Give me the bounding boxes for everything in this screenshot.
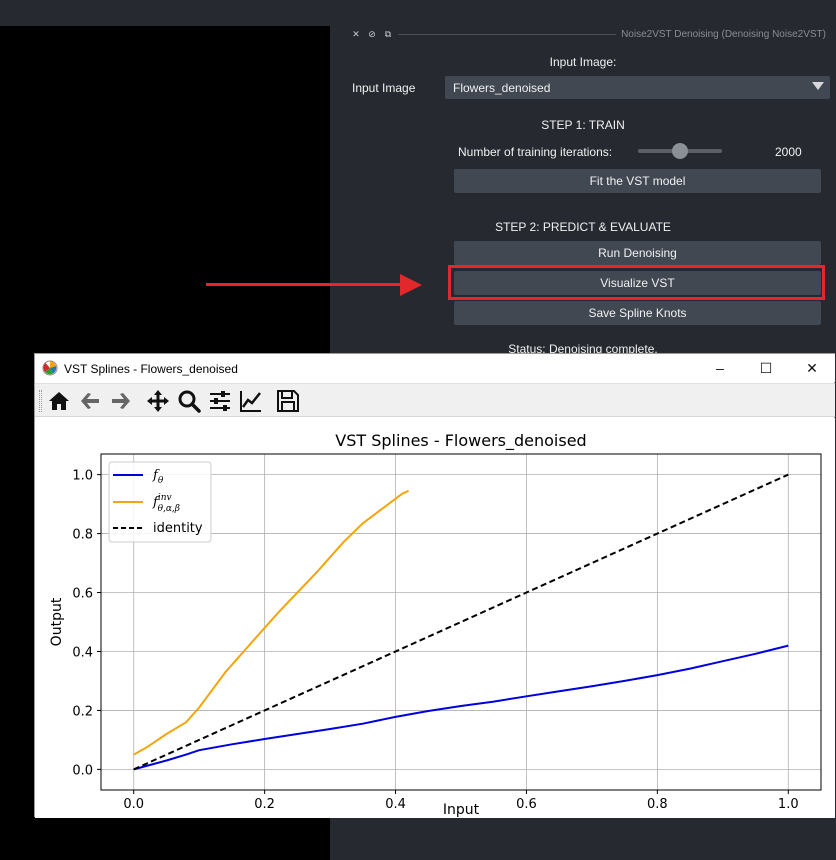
window-titlebar: VST Splines - Flowers_denoised – ☐ ✕ — [35, 354, 835, 382]
iterations-slider[interactable] — [638, 142, 722, 160]
figure-canvas[interactable]: 0.0 0.2 0.4 0.6 0.8 1.0 0.0 0.2 0.4 0.6 0.8 1.0 VST… — [35, 418, 835, 818]
pan-icon[interactable] — [145, 388, 171, 414]
y-tick-label: 0.0 — [72, 763, 93, 778]
legend-box — [108, 461, 212, 543]
series-f-inv — [133, 489, 410, 756]
x-tick-label: 0.6 — [516, 797, 537, 812]
home-icon[interactable] — [46, 388, 72, 414]
x-tick-label: 0.4 — [385, 797, 406, 812]
fit-vst-button[interactable]: Fit the VST model — [454, 169, 821, 193]
y-tick-label: 1.0 — [72, 469, 93, 484]
y-tick-label: 0.8 — [72, 528, 93, 543]
dock-title-divider — [398, 34, 616, 35]
maximize-icon[interactable]: ☐ — [759, 360, 773, 376]
series-identity — [133, 473, 789, 771]
series-lines — [133, 473, 789, 771]
input-image-heading: Input Image: — [549, 55, 617, 69]
back-icon[interactable] — [77, 388, 103, 414]
toolbar-grip — [39, 390, 42, 412]
forward-icon[interactable] — [108, 388, 134, 414]
x-tick-label: 0.8 — [647, 797, 668, 812]
dock-hide-icon[interactable]: ⊘ — [368, 29, 376, 39]
y-axis-label: Output — [49, 597, 65, 646]
grid — [101, 454, 821, 790]
ticks: 0.0 0.2 0.4 0.6 0.8 1.0 0.0 0.2 0.4 0.6 0.8 1.0 — [72, 469, 798, 812]
annotation-arrow-line — [206, 283, 402, 286]
dropdown-arrow-icon — [812, 82, 824, 90]
legend: fθ finv θ,α,β identity — [108, 461, 212, 543]
x-tick-label: 0.0 — [123, 797, 144, 812]
dock-close-icon[interactable]: ✕ — [352, 29, 360, 39]
matplotlib-toolbar — [35, 383, 835, 417]
y-tick-label: 0.6 — [72, 587, 93, 602]
matplotlib-logo-icon — [42, 360, 58, 376]
napari-top-strip — [0, 0, 836, 26]
chart-title: VST Splines - Flowers_denoised — [335, 431, 586, 451]
close-icon[interactable]: ✕ — [806, 360, 818, 376]
input-image-select[interactable]: Flowers_denoised — [445, 76, 830, 99]
save-icon[interactable] — [275, 388, 301, 414]
edit-axis-icon[interactable] — [238, 388, 264, 414]
dock-title: Noise2VST Denoising (Denoising Noise2VST… — [621, 29, 826, 40]
plot-window: VST Splines - Flowers_denoised – ☐ ✕ — [34, 353, 835, 818]
zoom-icon[interactable] — [176, 388, 202, 414]
x-tick-label: 1.0 — [778, 797, 799, 812]
legend-label-f-theta: fθ — [152, 468, 164, 486]
y-tick-label: 0.2 — [72, 704, 93, 719]
subplots-icon[interactable] — [207, 388, 233, 414]
highlight-box — [448, 265, 825, 300]
status-text: Status: Denoising complete. — [508, 342, 658, 356]
input-image-label: Input Image — [352, 81, 416, 95]
axes-frame — [100, 453, 822, 791]
legend-label-identity: identity — [153, 521, 203, 536]
step2-heading: STEP 2: PREDICT & EVALUATE — [495, 220, 671, 234]
minimize-icon[interactable]: – — [716, 360, 724, 376]
window-title: VST Splines - Flowers_denoised — [64, 362, 238, 376]
slider-handle[interactable] — [671, 143, 688, 159]
y-tick-label: 0.4 — [72, 645, 93, 660]
dock-float-icon[interactable]: ⧉ — [384, 29, 392, 39]
step1-heading: STEP 1: TRAIN — [541, 118, 625, 132]
save-spline-knots-button[interactable]: Save Spline Knots — [454, 301, 821, 325]
vst-chart: 0.0 0.2 0.4 0.6 0.8 1.0 0.0 0.2 0.4 0.6 0.8 1.0 VST… — [35, 418, 835, 818]
x-tick-label: 0.2 — [254, 797, 275, 812]
iterations-label: Number of training iterations: — [458, 145, 613, 159]
dock-titlebar: ✕ ⊘ ⧉ Noise2VST Denoising (Denoising Noi… — [330, 26, 836, 44]
x-axis-label: Input — [443, 802, 480, 818]
input-image-value: Flowers_denoised — [453, 81, 551, 95]
iterations-value: 2000 — [775, 145, 802, 159]
series-f-theta — [133, 644, 789, 771]
annotation-arrow-head — [400, 274, 422, 296]
run-denoising-button[interactable]: Run Denoising — [454, 241, 821, 265]
visualize-vst-button[interactable]: Visualize VST — [454, 271, 821, 295]
